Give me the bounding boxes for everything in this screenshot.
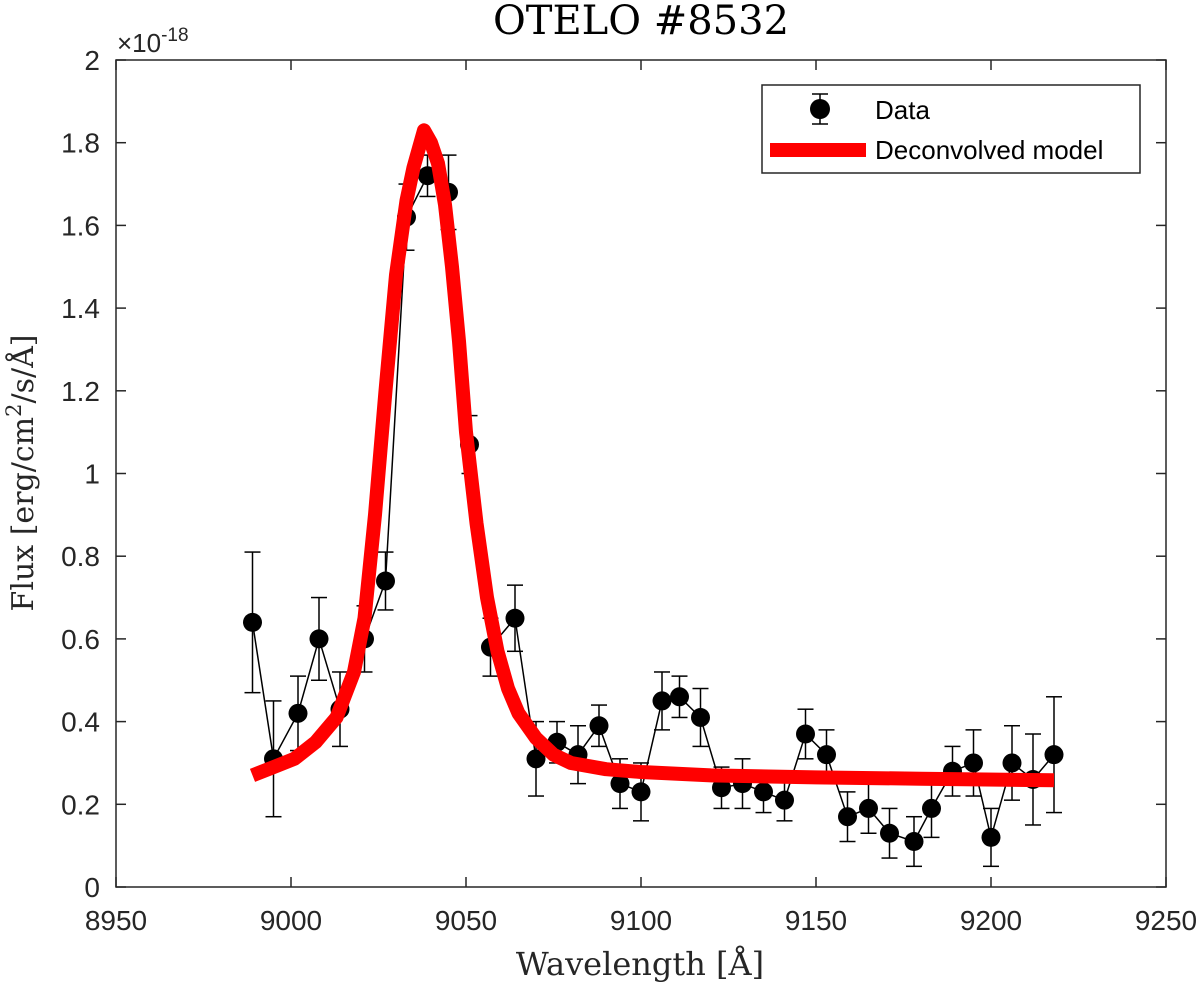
x-tick-label: 9200	[960, 905, 1022, 936]
data-point	[589, 716, 609, 736]
legend: Data Deconvolved model	[761, 84, 1141, 174]
y-tick-label: 1.4	[61, 293, 100, 324]
data-point	[880, 823, 899, 843]
x-axis-ticks: 8950 9000 9050 9100 9150 9200 9250	[85, 60, 1197, 936]
y-exponent-prefix: ×10	[117, 28, 161, 58]
y-tick-label: 0.2	[61, 789, 100, 820]
data-point	[981, 827, 1001, 847]
y-axis-label-tail: /s/Å]	[5, 335, 41, 404]
data-point	[796, 724, 815, 744]
y-tick-label: 2	[84, 45, 100, 76]
model-layer	[249, 123, 1055, 788]
data-point	[712, 778, 731, 798]
x-tick-label: 9150	[785, 905, 847, 936]
y-tick-label: 0	[84, 872, 100, 903]
y-exponent-value: -18	[161, 25, 188, 46]
x-tick-label: 9100	[610, 905, 672, 936]
data-point	[670, 687, 689, 707]
data-point	[376, 571, 395, 591]
data-point	[754, 782, 773, 802]
y-tick-label: 1.8	[61, 128, 100, 159]
chart-title: OTELO #8532	[493, 0, 789, 44]
data-point	[505, 608, 525, 628]
y-tick-label: 0.6	[61, 624, 100, 655]
data-point	[775, 790, 794, 810]
legend-data-marker	[810, 99, 830, 119]
plot-frame	[115, 59, 1167, 888]
y-axis-ticks: 0 0.2 0.4 0.6 0.8 1 1.2 1.4 1.6 1.8 2	[61, 45, 1166, 903]
x-tick-label: 8950	[85, 905, 147, 936]
data-point	[691, 707, 710, 727]
data-point	[1044, 745, 1064, 765]
data-point	[817, 745, 836, 765]
y-exponent-label: ×10-18	[117, 25, 189, 58]
legend-data-label: Data	[875, 95, 930, 125]
data-point	[1002, 753, 1022, 773]
y-tick-label: 1.2	[61, 376, 100, 407]
data-point	[838, 807, 857, 827]
data-point	[288, 703, 308, 723]
x-tick-label: 9250	[1135, 905, 1197, 936]
data-point	[904, 832, 924, 852]
y-tick-label: 1	[84, 459, 100, 490]
data-point	[309, 629, 329, 649]
legend-model-label: Deconvolved model	[875, 135, 1103, 165]
data-point	[859, 798, 878, 818]
y-axis-label-superscript: 2	[2, 404, 26, 417]
model-curve	[249, 123, 1055, 788]
data-point	[610, 774, 630, 794]
y-axis-label: Flux [erg/cm2/s/Å]	[2, 335, 41, 612]
x-tick-label: 9050	[435, 905, 497, 936]
data-point	[922, 798, 941, 818]
data-point	[631, 782, 651, 802]
x-axis-label: Wavelength [Å]	[516, 945, 764, 983]
data-point	[652, 691, 672, 711]
x-tick-label: 9000	[260, 905, 322, 936]
data-point	[243, 612, 262, 632]
y-tick-label: 1.6	[61, 210, 100, 241]
y-axis-label-main: Flux [erg/cm	[6, 417, 41, 612]
y-tick-label: 0.4	[61, 707, 100, 738]
legend-box	[761, 84, 1141, 174]
y-tick-label: 0.8	[61, 541, 100, 572]
data-point	[964, 753, 983, 773]
data-points	[243, 166, 1064, 852]
data-point	[526, 749, 546, 769]
